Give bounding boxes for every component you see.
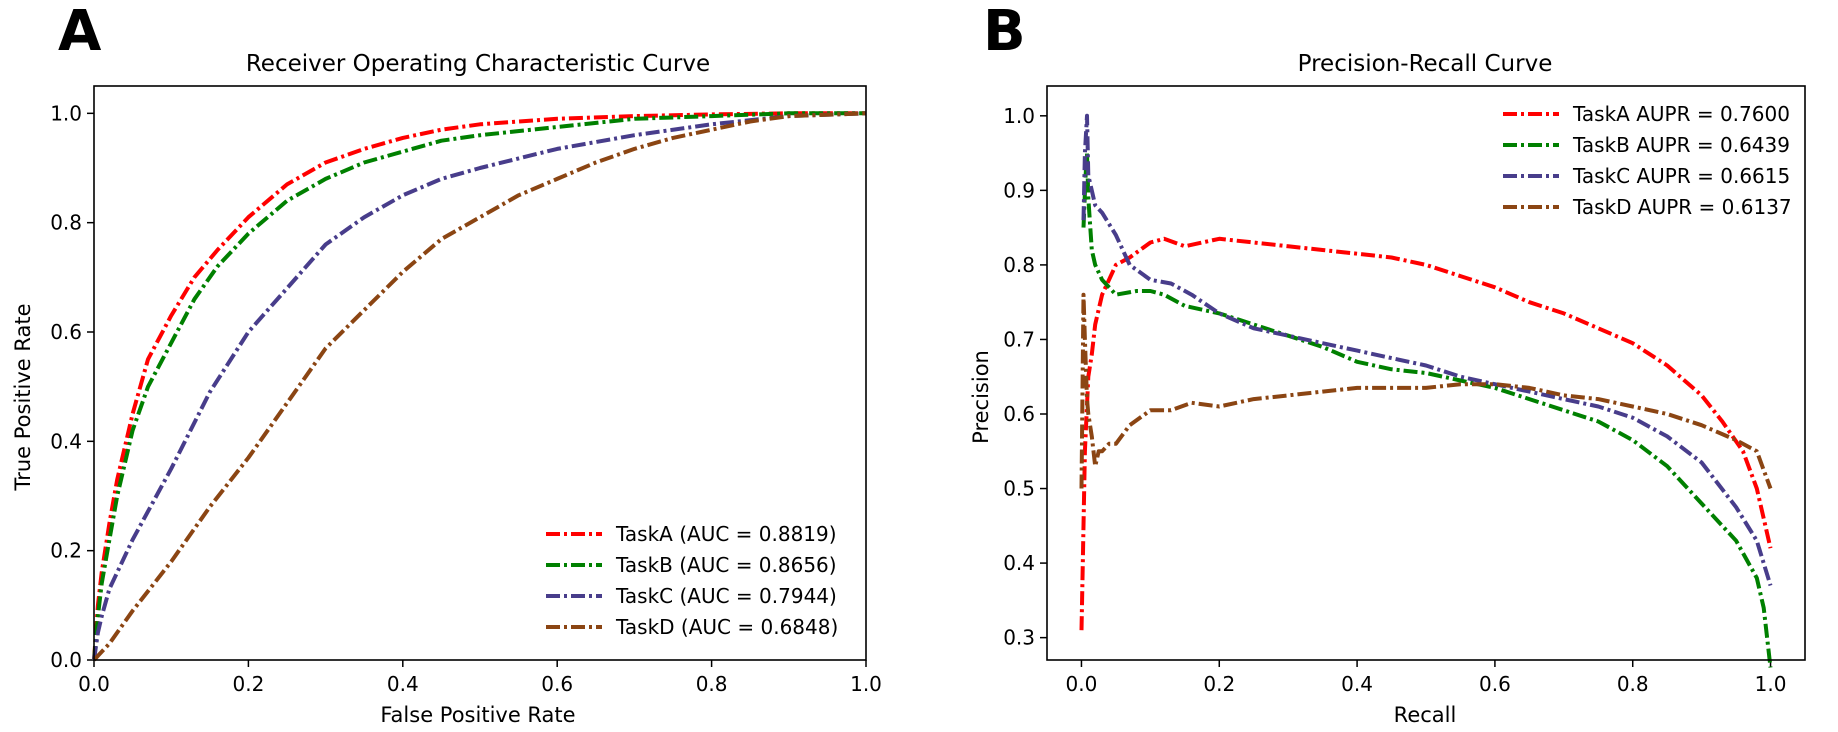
pr-series-line-3 — [1081, 113, 1773, 587]
pr-series-line-2 — [1081, 151, 1773, 668]
pr-x-axis-label: Recall — [1394, 703, 1457, 727]
roc-x-tick-label: 0.4 — [387, 672, 419, 696]
roc-x-tick-label: 0.0 — [78, 672, 110, 696]
roc-series-line-2 — [92, 111, 866, 661]
roc-legend-entry: TaskA (AUC = 0.8819) — [615, 522, 837, 546]
roc-y-tick-label: 0.0 — [50, 648, 82, 672]
roc-curves — [92, 111, 867, 662]
roc-y-tick-label: 1.0 — [50, 101, 82, 125]
pr-legend-entry: TaskD AUPR = 0.6137 — [1572, 195, 1792, 219]
pr-curves — [1079, 113, 1773, 668]
roc-y-tick-label: 0.6 — [50, 320, 82, 344]
roc-y-tick-label: 0.4 — [50, 429, 82, 453]
pr-y-tick-label: 0.6 — [1003, 402, 1035, 426]
roc-x-axis-label: False Positive Rate — [380, 703, 575, 727]
pr-x-tick-label: 0.2 — [1203, 672, 1235, 696]
pr-legend-entry: TaskC AUPR = 0.6615 — [1572, 164, 1790, 188]
pr-ticks: 0.0 0.2 0.4 0.6 0.8 1.0 0.3 0.4 0.5 0.6 0.7 0.8 0.9 1… — [1003, 104, 1786, 696]
pr-x-tick-label: 0.8 — [1617, 672, 1649, 696]
pr-y-tick-label: 0.7 — [1003, 327, 1035, 351]
roc-legend-entry: TaskB (AUC = 0.8656) — [615, 553, 837, 577]
pr-y-axis-label: Precision — [969, 350, 993, 444]
pr-y-tick-label: 1.0 — [1003, 104, 1035, 128]
roc-legend-entry: TaskD (AUC = 0.6848) — [615, 615, 838, 639]
roc-title: Receiver Operating Characteristic Curve — [246, 51, 710, 77]
roc-y-axis-label: True Positive Rate — [11, 303, 35, 491]
pr-y-tick-label: 0.5 — [1003, 477, 1035, 501]
pr-y-tick-label: 0.9 — [1003, 178, 1035, 202]
roc-series-line-3 — [92, 111, 867, 661]
pr-panel: B Precision-Recall Curve Recall Precisio… — [969, 0, 1806, 727]
pr-x-tick-label: 0.0 — [1066, 672, 1098, 696]
pr-legend-entry: TaskB AUPR = 0.6439 — [1572, 133, 1790, 157]
pr-y-tick-label: 0.4 — [1003, 551, 1035, 575]
pr-y-tick-label: 0.3 — [1003, 626, 1035, 650]
pr-legend-entry: TaskA AUPR = 0.7600 — [1572, 102, 1790, 126]
roc-legend-entry: TaskC (AUC = 0.7944) — [615, 584, 837, 608]
roc-x-tick-label: 1.0 — [850, 672, 882, 696]
roc-x-tick-label: 0.6 — [541, 672, 573, 696]
roc-series-line-1 — [92, 111, 866, 661]
pr-title: Precision-Recall Curve — [1298, 51, 1553, 77]
roc-plot-frame — [93, 85, 867, 661]
pr-y-tick-label: 0.8 — [1003, 253, 1035, 277]
roc-legend: TaskA (AUC = 0.8819) TaskB (AUC = 0.8656)… — [546, 522, 838, 639]
roc-series-line-4 — [92, 111, 867, 662]
pr-x-tick-label: 0.6 — [1479, 672, 1511, 696]
pr-x-tick-label: 1.0 — [1755, 672, 1787, 696]
pr-legend: TaskA AUPR = 0.7600 TaskB AUPR = 0.6439 Ta… — [1503, 102, 1792, 219]
roc-x-tick-label: 0.8 — [696, 672, 728, 696]
roc-panel: A Receiver Operating Characteristic Curv… — [11, 0, 882, 727]
pr-plot-frame — [1046, 85, 1806, 661]
roc-ticks: 0.0 0.2 0.4 0.6 0.8 1.0 0.0 0.2 0.4 0.6 0.8 1.0 — [50, 101, 882, 696]
roc-y-tick-label: 0.2 — [50, 539, 82, 563]
panel-label-a: A — [58, 0, 102, 64]
pr-x-tick-label: 0.4 — [1341, 672, 1373, 696]
roc-x-tick-label: 0.2 — [232, 672, 264, 696]
panel-label-b: B — [983, 0, 1026, 64]
roc-y-tick-label: 0.8 — [50, 211, 82, 235]
pr-series-line-1 — [1079, 236, 1773, 631]
pr-series-line-4 — [1079, 292, 1773, 490]
